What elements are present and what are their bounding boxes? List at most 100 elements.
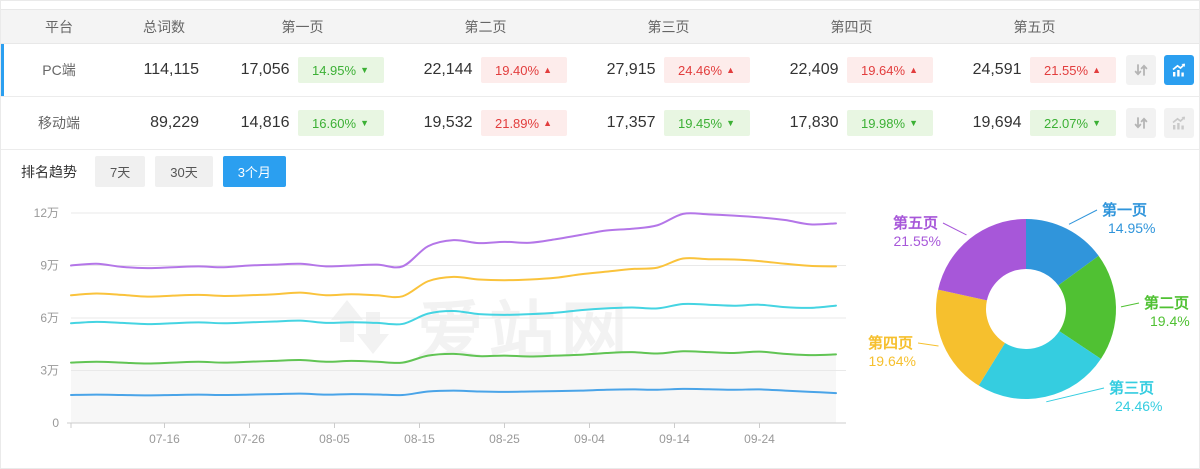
donut-slice-第三页[interactable] [978, 331, 1101, 399]
label-connector [917, 342, 939, 347]
trend-arrow-icon: ▲ [543, 118, 552, 128]
trend-arrow-icon: ▼ [360, 65, 369, 75]
page5-count: 24,591 [972, 61, 1022, 78]
x-axis-label: 09-24 [744, 432, 775, 446]
label-connector [1120, 302, 1140, 308]
rank-trend-line-chart: 0 3万 6万 9万 12万 07-16 07-26 08-05 08-15 08-25 09-04… [34, 206, 846, 446]
label-connector [1046, 387, 1105, 403]
sort-button[interactable] [1126, 108, 1156, 138]
donut-percent-第三页: 24.46% [1115, 398, 1162, 414]
area-fill [71, 351, 836, 423]
x-axis-label: 07-16 [149, 432, 180, 446]
table-row-pc[interactable]: PC端 114,115 17,056 14.95% ▼ 22,144 19.40%… [1, 44, 1199, 97]
platform-label: 移动端 [38, 115, 80, 131]
change-badge: 21.55% ▲ [1029, 57, 1116, 83]
line-chart-icon [1172, 116, 1186, 130]
page1-cell: 17,056 14.95% ▼ [211, 57, 394, 83]
change-badge: 19.45% ▼ [663, 110, 750, 136]
trend-arrow-icon: ▼ [909, 118, 918, 128]
page5-count: 19,694 [972, 114, 1022, 131]
page1-count: 17,056 [240, 61, 290, 78]
y-axis-label: 6万 [40, 311, 59, 325]
aizhan-logo-icon [331, 300, 389, 354]
total-words-value: 114,115 [143, 61, 199, 78]
page4-cell: 22,409 19.64% ▲ [760, 57, 943, 83]
x-axis-label: 08-15 [404, 432, 435, 446]
tab-3months[interactable]: 3个月 [222, 156, 286, 187]
y-axis-label: 9万 [40, 259, 59, 273]
page3-count: 17,357 [606, 114, 656, 131]
change-badge: 19.40% ▲ [480, 57, 567, 83]
tab-7days[interactable]: 7天 [95, 156, 146, 187]
header-page3: 第三页 [647, 18, 690, 35]
trend-arrow-icon: ▼ [726, 118, 735, 128]
donut-slice-第五页[interactable] [938, 219, 1026, 301]
change-badge: 19.64% ▲ [846, 57, 933, 83]
donut-percent-第五页: 21.55% [894, 233, 941, 249]
page2-cell: 22,144 19.40% ▲ [394, 57, 577, 83]
x-axis-label: 09-04 [574, 432, 605, 446]
trend-arrow-icon: ▼ [360, 118, 369, 128]
donut-label-第二页: 第二页 [1144, 294, 1189, 312]
trend-toolbar: 排名趋势 7天 30天 3个月 [1, 150, 1199, 193]
donut-slice-第一页[interactable] [1026, 219, 1099, 286]
series-line-第三页 [70, 302, 837, 326]
y-axis-label: 12万 [34, 206, 59, 220]
page3-cell: 27,915 24.46% ▲ [577, 57, 760, 83]
x-axis-label: 08-25 [489, 432, 520, 446]
page4-cell: 17,830 19.98% ▼ [760, 110, 943, 136]
change-badge: 22.07% ▼ [1029, 110, 1116, 136]
donut-percent-第一页: 14.95% [1108, 220, 1155, 236]
y-axis-label: 3万 [40, 364, 59, 378]
page1-count: 14,816 [240, 114, 290, 131]
donut-slice-第二页[interactable] [1058, 255, 1116, 359]
page3-cell: 17,357 19.45% ▼ [577, 110, 760, 136]
page2-count: 19,532 [423, 114, 473, 131]
sort-button[interactable] [1126, 55, 1156, 85]
trend-arrow-icon: ▲ [1092, 65, 1101, 75]
page3-count: 27,915 [606, 61, 656, 78]
series-line-第四页 [70, 256, 837, 299]
header-page2: 第二页 [464, 18, 507, 35]
trend-arrow-icon: ▼ [1092, 118, 1101, 128]
trend-arrow-icon: ▲ [543, 65, 552, 75]
trend-chart-button[interactable] [1164, 108, 1194, 138]
total-words-value: 89,229 [150, 114, 199, 131]
change-badge: 14.95% ▼ [297, 57, 384, 83]
trend-arrow-icon: ▲ [909, 65, 918, 75]
label-connector [1068, 209, 1098, 225]
header-platform: 平台 [45, 18, 73, 35]
trend-chart-button[interactable] [1164, 55, 1194, 85]
header-page1: 第一页 [281, 18, 324, 35]
change-badge: 16.60% ▼ [297, 110, 384, 136]
header-page4: 第四页 [830, 18, 873, 35]
y-axis-label: 0 [52, 416, 59, 430]
donut-label-第一页: 第一页 [1102, 201, 1147, 219]
header-total-words: 总词数 [143, 18, 185, 35]
page2-count: 22,144 [423, 61, 473, 78]
x-axis-label: 07-26 [234, 432, 265, 446]
page4-count: 17,830 [789, 114, 839, 131]
label-connector [942, 222, 967, 236]
page4-count: 22,409 [789, 61, 839, 78]
donut-slice-第四页[interactable] [936, 289, 1005, 386]
x-axis-label: 08-05 [319, 432, 350, 446]
tab-30days[interactable]: 30天 [155, 156, 213, 187]
platform-label: PC端 [42, 62, 76, 78]
donut-label-第五页: 第五页 [893, 214, 938, 232]
sort-arrows-icon [1134, 117, 1148, 129]
change-badge: 21.89% ▲ [480, 110, 567, 136]
x-axis-label: 09-14 [659, 432, 690, 446]
donut-label-第四页: 第四页 [868, 334, 913, 352]
series-line-第一页 [70, 387, 837, 397]
donut-percent-第四页: 19.64% [869, 353, 916, 369]
line-chart-icon [1172, 63, 1186, 77]
page2-cell: 19,532 21.89% ▲ [394, 110, 577, 136]
table-row-mobile[interactable]: 移动端 89,229 14,816 16.60% ▼ 19,532 21.89% ▲… [1, 97, 1199, 150]
series-line-第二页 [70, 350, 837, 365]
header-page5: 第五页 [1013, 18, 1056, 35]
page5-cell: 24,591 21.55% ▲ [943, 57, 1126, 83]
donut-label-第三页: 第三页 [1109, 379, 1154, 397]
